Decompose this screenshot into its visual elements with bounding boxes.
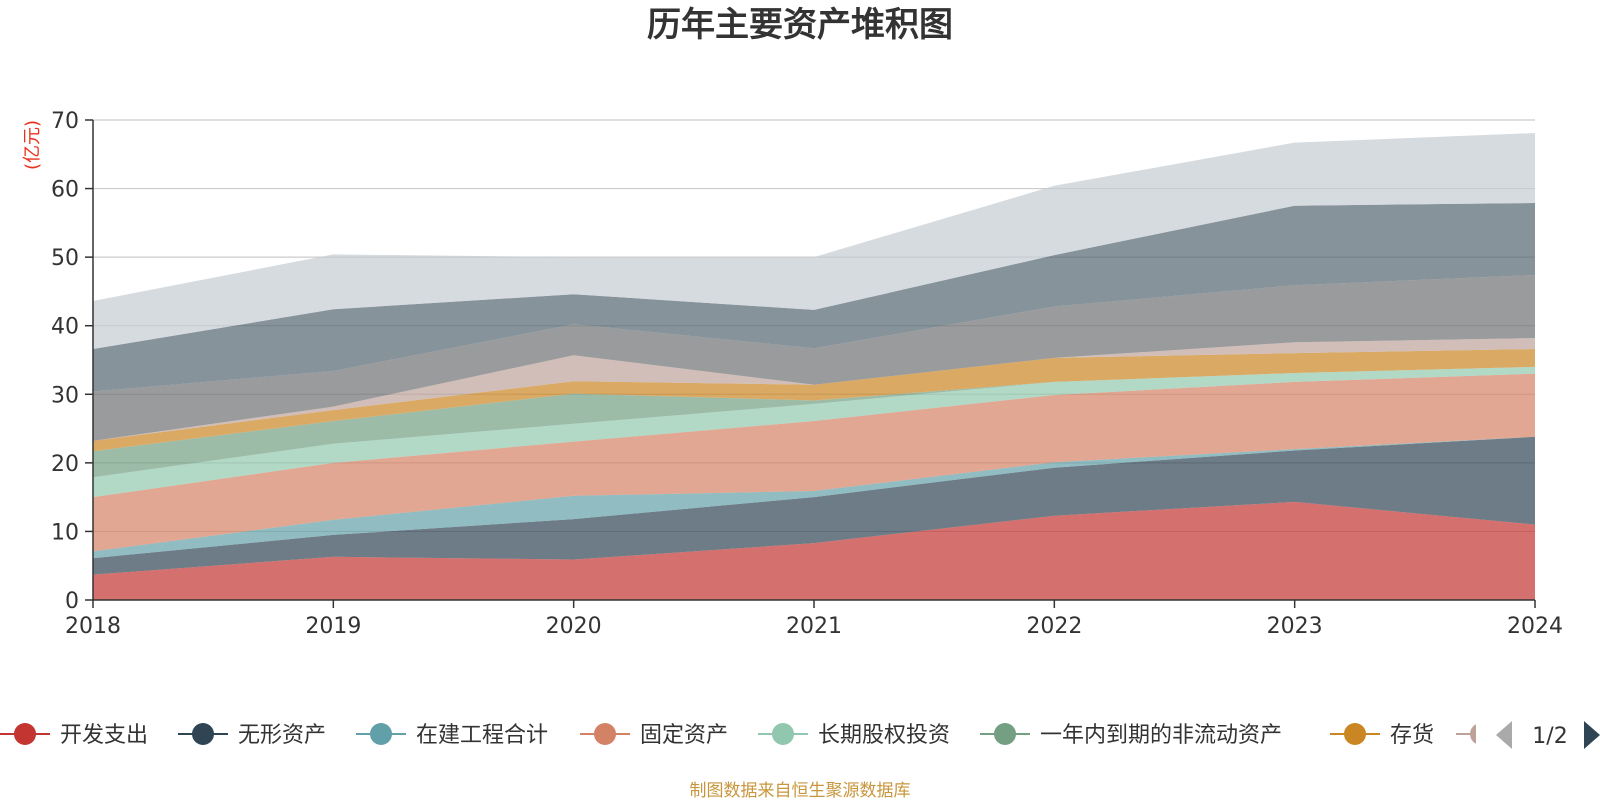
area-series-2[interactable]	[93, 436, 1535, 575]
legend-circle-marker	[772, 723, 794, 745]
legend-label: 无形资产	[238, 723, 326, 748]
y-tick-label: 70	[51, 109, 79, 134]
legend: 开发支出 无形资产 在建工程合计 固定资产 长期股权投资 一年内到期的非流动资产 存货	[0, 723, 1476, 748]
legend-pager: 1/2	[1496, 721, 1600, 749]
area-series-1[interactable]	[93, 501, 1535, 600]
y-tick-label: 30	[51, 383, 79, 408]
x-tick-label: 2020	[546, 614, 602, 639]
y-tick-label: 60	[51, 178, 79, 203]
area-series-8[interactable]	[93, 338, 1535, 441]
legend-item[interactable]: 一年内到期的非流动资产	[980, 723, 1282, 748]
x-tick-label: 2021	[786, 614, 842, 639]
legend-label: 存货	[1390, 723, 1434, 748]
legend-circle-marker	[994, 723, 1016, 745]
y-tick-label: 50	[51, 246, 79, 271]
legend-circle-marker	[594, 723, 616, 745]
y-tick-label: 20	[51, 452, 79, 477]
x-tick-label: 2019	[305, 614, 361, 639]
axes: 0 10 20 30 40 50 60 70 2018 2019 2020 2021 2022 2023 2…	[51, 109, 1563, 639]
legend-circle-marker	[1344, 723, 1366, 745]
x-tick-label: 2018	[65, 614, 121, 639]
area-series-10[interactable]	[93, 203, 1535, 392]
source-note: 制图数据来自恒生聚源数据库	[690, 781, 911, 800]
legend-circle-marker	[14, 723, 36, 745]
chart-title: 历年主要资产堆积图	[647, 5, 953, 45]
area-series-6[interactable]	[93, 366, 1535, 478]
legend-next-page-icon[interactable]	[1584, 721, 1600, 749]
y-axis-unit: (亿元)	[22, 120, 43, 170]
legend-item-clipped	[1456, 724, 1476, 744]
legend-prev-page-icon[interactable]	[1496, 721, 1512, 749]
area-series-9[interactable]	[93, 275, 1535, 441]
legend-label: 一年内到期的非流动资产	[1040, 723, 1282, 748]
legend-circle-marker	[192, 723, 214, 745]
legend-label: 固定资产	[640, 723, 728, 748]
area-series-4[interactable]	[93, 373, 1535, 552]
area-series-7[interactable]	[93, 349, 1535, 452]
legend-item[interactable]: 无形资产	[178, 723, 326, 748]
legend-label: 长期股权投资	[818, 723, 950, 748]
legend-item[interactable]: 存货	[1330, 723, 1434, 748]
legend-page-indicator: 1/2	[1532, 724, 1567, 749]
legend-label: 开发支出	[60, 723, 148, 748]
legend-circle-marker	[370, 723, 392, 745]
area-series-11[interactable]	[93, 133, 1535, 349]
x-tick-label: 2024	[1507, 614, 1563, 639]
legend-item[interactable]: 固定资产	[580, 723, 728, 748]
legend-item[interactable]: 长期股权投资	[758, 723, 950, 748]
area-series-group	[93, 133, 1535, 600]
y-tick-label: 0	[65, 589, 79, 614]
legend-circle-marker	[1470, 724, 1476, 744]
x-tick-label: 2022	[1026, 614, 1082, 639]
y-tick-label: 40	[51, 315, 79, 340]
legend-label: 在建工程合计	[416, 723, 548, 748]
y-tick-label: 10	[51, 520, 79, 545]
legend-item[interactable]: 在建工程合计	[356, 723, 548, 748]
legend-item[interactable]: 开发支出	[0, 723, 148, 748]
x-tick-label: 2023	[1267, 614, 1323, 639]
